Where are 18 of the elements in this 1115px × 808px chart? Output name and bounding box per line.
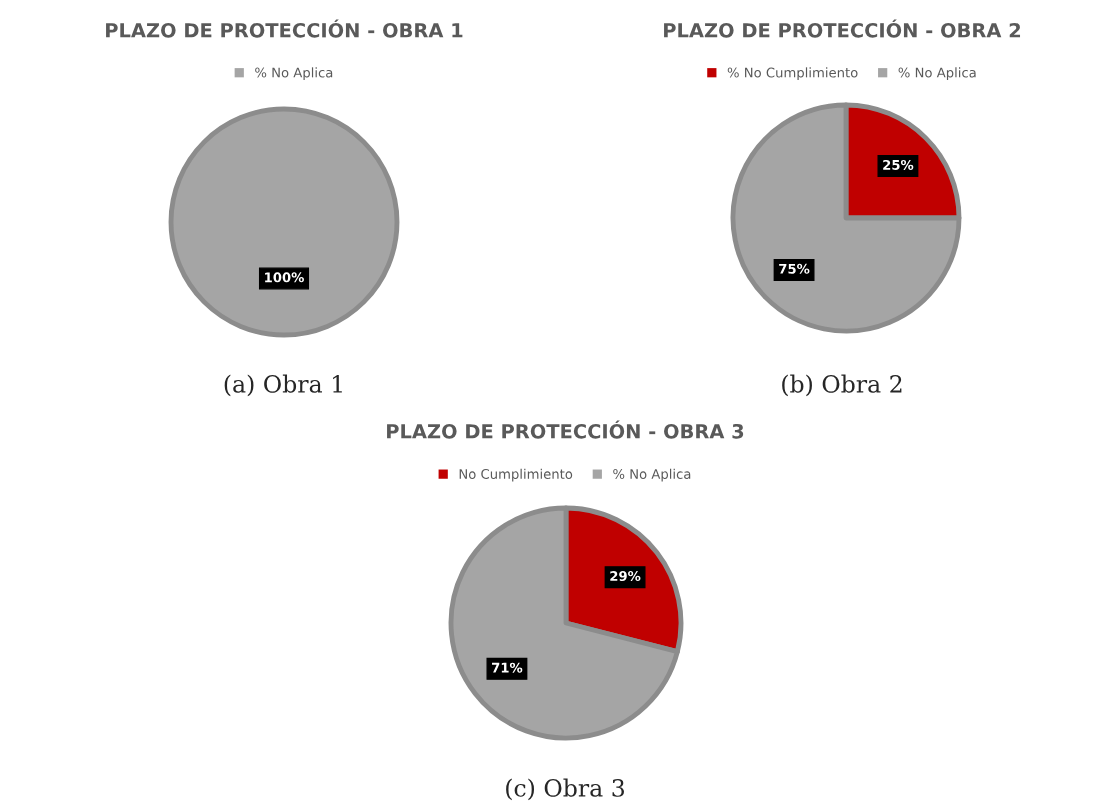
chart-title: PLAZO DE PROTECCIÓN - OBRA 2 bbox=[664, 19, 1021, 38]
pie-slice bbox=[730, 102, 962, 334]
legend-label: % No Aplica bbox=[255, 67, 333, 81]
text: (c) Obra 3 bbox=[506, 778, 625, 801]
legend-label: % No Aplica bbox=[613, 468, 691, 482]
text: (a) Obra 1 bbox=[224, 374, 342, 397]
data-label: 100% bbox=[265, 272, 304, 283]
legend-label: No Cumplimiento bbox=[459, 468, 573, 482]
legend-label: % No Cumplimiento bbox=[727, 67, 858, 81]
data-label: 71% bbox=[492, 662, 523, 673]
chart-title: PLAZO DE PROTECCIÓN - OBRA 3 bbox=[387, 420, 744, 439]
legend-label: % No Aplica bbox=[898, 67, 976, 81]
pie-slice bbox=[448, 505, 680, 741]
data-label: 75% bbox=[779, 263, 810, 274]
data-label: 25% bbox=[883, 159, 914, 170]
data-label: 29% bbox=[610, 571, 641, 582]
text: (b) Obra 2 bbox=[782, 374, 902, 397]
chart-title: PLAZO DE PROTECCIÓN - OBRA 1 bbox=[106, 19, 463, 38]
